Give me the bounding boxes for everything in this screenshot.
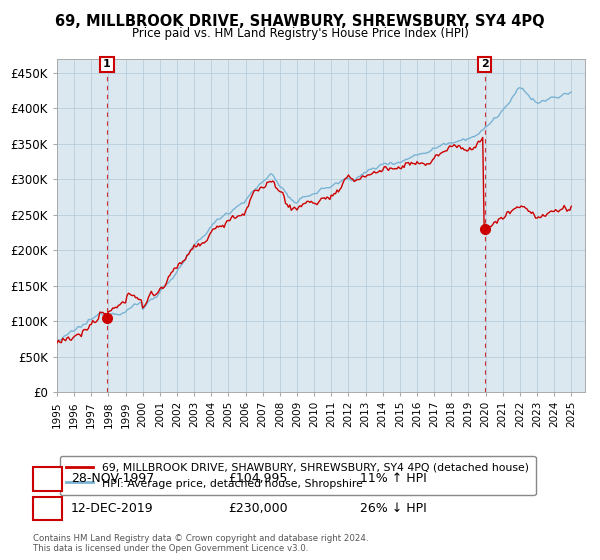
Text: 1: 1: [43, 472, 52, 486]
Text: £104,995: £104,995: [228, 472, 287, 486]
Text: 2: 2: [481, 59, 488, 69]
Text: 69, MILLBROOK DRIVE, SHAWBURY, SHREWSBURY, SY4 4PQ: 69, MILLBROOK DRIVE, SHAWBURY, SHREWSBUR…: [55, 14, 545, 29]
Text: 12-DEC-2019: 12-DEC-2019: [71, 502, 154, 515]
Text: 28-NOV-1997: 28-NOV-1997: [71, 472, 154, 486]
Text: Contains HM Land Registry data © Crown copyright and database right 2024.
This d: Contains HM Land Registry data © Crown c…: [33, 534, 368, 553]
Text: £230,000: £230,000: [228, 502, 287, 515]
Legend: 69, MILLBROOK DRIVE, SHAWBURY, SHREWSBURY, SY4 4PQ (detached house), HPI: Averag: 69, MILLBROOK DRIVE, SHAWBURY, SHREWSBUR…: [60, 456, 536, 495]
Text: 26% ↓ HPI: 26% ↓ HPI: [360, 502, 427, 515]
Text: 1: 1: [103, 59, 111, 69]
Text: Price paid vs. HM Land Registry's House Price Index (HPI): Price paid vs. HM Land Registry's House …: [131, 27, 469, 40]
Text: 2: 2: [43, 502, 52, 515]
Text: 11% ↑ HPI: 11% ↑ HPI: [360, 472, 427, 486]
